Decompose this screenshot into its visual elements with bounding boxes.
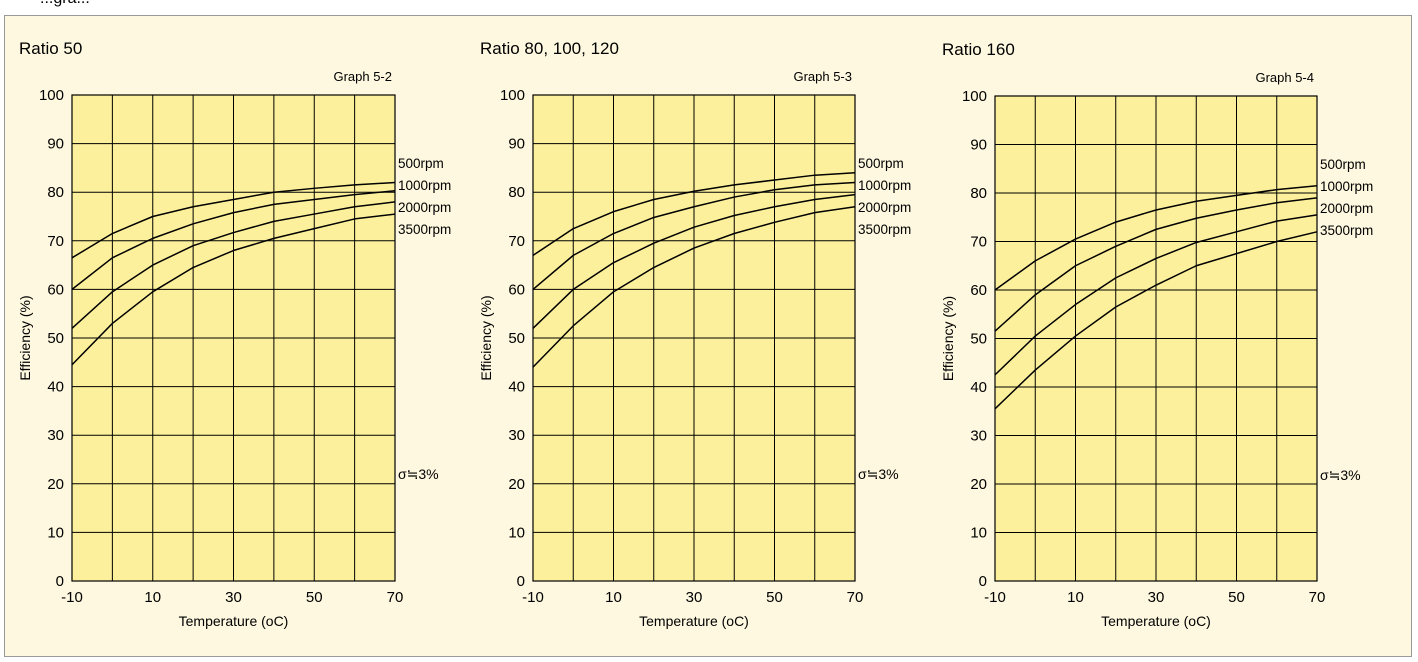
c1-series-line-1000rpm	[71, 189, 396, 290]
c2-series-line-2000rpm	[532, 193, 856, 329]
c2-y-tick-label: 10	[508, 524, 525, 541]
c3-y-tick-label: 40	[970, 379, 987, 396]
top-cropped-strip: ...gra...	[0, 0, 1418, 14]
c1-y-tick-label: 80	[47, 184, 64, 201]
c1-x-tick-label: 50	[306, 589, 323, 606]
c1-x-tick-label: 30	[225, 589, 242, 606]
c1-y-tick-label: 10	[47, 524, 64, 541]
c2-y-axis-title: Efficiency (%)	[478, 295, 494, 380]
c1-graph-id: Graph 5-2	[333, 69, 392, 84]
c1-y-tick-label: 40	[47, 379, 64, 396]
c3-x-tick-label: 50	[1228, 589, 1245, 606]
c2-series-label-1000rpm: 1000rpm	[858, 178, 911, 193]
c3-x-tick-label: -10	[984, 589, 1006, 606]
c3-chart-title: Ratio 160	[942, 40, 1015, 59]
c2-x-tick-label: 10	[605, 589, 622, 606]
c2-x-axis-title: Temperature (oC)	[639, 613, 749, 629]
c3-y-axis-title: Efficiency (%)	[940, 296, 956, 381]
c3-x-tick-label: 70	[1309, 589, 1326, 606]
c3-x-tick-label: 10	[1067, 589, 1084, 606]
c2-sigma-annotation: σ≒3%	[858, 466, 899, 482]
c2-series-label-3500rpm: 3500rpm	[858, 222, 911, 237]
c3-y-tick-label: 10	[970, 525, 987, 542]
c1-series-line-3500rpm	[71, 213, 396, 366]
c1-series-label-3500rpm: 3500rpm	[398, 222, 451, 237]
c3-series-line-1000rpm	[994, 197, 1318, 332]
c3-series-line-500rpm	[994, 184, 1318, 291]
c1-plot-border	[71, 94, 396, 582]
c3-y-tick-label: 90	[970, 137, 987, 154]
c3-y-tick-label: 20	[970, 476, 987, 493]
c1-x-tick-label: 10	[144, 589, 161, 606]
c1-y-tick-label: 0	[56, 573, 64, 590]
c3-series-label-3500rpm: 3500rpm	[1320, 223, 1373, 238]
c3-series-label-1000rpm: 1000rpm	[1320, 179, 1373, 194]
c2-series-label-2000rpm: 2000rpm	[858, 200, 911, 215]
c3-graph-id: Graph 5-4	[1255, 70, 1314, 85]
c3-y-tick-label: 60	[970, 282, 987, 299]
c1-x-tick-label: 70	[387, 589, 404, 606]
c3-sigma-annotation: σ≒3%	[1320, 467, 1361, 483]
c1-sigma-annotation: σ≒3%	[398, 466, 439, 482]
c2-series-line-3500rpm	[532, 206, 856, 368]
c2-x-tick-label: 50	[766, 589, 783, 606]
c2-y-tick-label: 0	[517, 573, 525, 590]
c1-chart-title: Ratio 50	[19, 39, 82, 58]
c3-y-tick-label: 100	[962, 88, 987, 105]
c3-y-tick-label: 50	[970, 331, 987, 348]
c2-y-tick-label: 80	[508, 184, 525, 201]
c2-series-line-500rpm	[532, 172, 856, 257]
c2-y-tick-label: 30	[508, 427, 525, 444]
c2-y-tick-label: 70	[508, 233, 525, 250]
c2-y-tick-label: 60	[508, 281, 525, 298]
c2-series-label-500rpm: 500rpm	[858, 156, 904, 171]
c3-series-label-500rpm: 500rpm	[1320, 157, 1366, 172]
c2-y-tick-label: 90	[508, 136, 525, 153]
c3-x-tick-label: 30	[1148, 589, 1165, 606]
c2-x-tick-label: 30	[686, 589, 703, 606]
c2-plot-border	[532, 94, 856, 582]
c3-series-line-2000rpm	[994, 214, 1318, 376]
c3-x-axis-title: Temperature (oC)	[1101, 613, 1211, 629]
c1-y-axis-title: Efficiency (%)	[17, 295, 33, 380]
c1-x-tick-label: -10	[61, 589, 83, 606]
c3-plot-border	[994, 95, 1318, 582]
c1-y-tick-label: 60	[47, 281, 64, 298]
c1-y-tick-label: 90	[47, 136, 64, 153]
c1-series-line-500rpm	[71, 181, 396, 259]
c2-x-tick-label: -10	[522, 589, 544, 606]
c1-y-tick-label: 100	[39, 87, 64, 104]
c3-y-tick-label: 70	[970, 234, 987, 251]
c3-series-label-2000rpm: 2000rpm	[1320, 201, 1373, 216]
c2-y-tick-label: 100	[500, 87, 525, 104]
c1-series-label-2000rpm: 2000rpm	[398, 200, 451, 215]
c3-y-tick-label: 30	[970, 428, 987, 445]
c1-series-line-2000rpm	[71, 201, 396, 329]
c1-x-axis-title: Temperature (oC)	[179, 613, 289, 629]
c1-y-tick-label: 30	[47, 427, 64, 444]
c2-chart-title: Ratio 80, 100, 120	[480, 39, 619, 58]
c1-series-label-500rpm: 500rpm	[398, 156, 444, 171]
c1-y-tick-label: 20	[47, 476, 64, 493]
cropped-header-text: ...gra...	[40, 0, 90, 8]
c2-y-tick-label: 20	[508, 476, 525, 493]
c1-y-tick-label: 70	[47, 233, 64, 250]
c3-series-line-3500rpm	[994, 231, 1318, 410]
c2-y-tick-label: 50	[508, 330, 525, 347]
c2-x-tick-label: 70	[847, 589, 864, 606]
c3-y-tick-label: 0	[979, 573, 987, 590]
c2-graph-id: Graph 5-3	[793, 69, 852, 84]
charts-panel: 0 10 20 30 40 50 60 70 80 90 100 -10 10 30 50 70 Ratio 5…	[4, 15, 1412, 657]
c3-y-tick-label: 80	[970, 185, 987, 202]
c1-y-tick-label: 50	[47, 330, 64, 347]
c2-series-line-1000rpm	[532, 181, 856, 290]
c1-series-label-1000rpm: 1000rpm	[398, 178, 451, 193]
c2-y-tick-label: 40	[508, 379, 525, 396]
